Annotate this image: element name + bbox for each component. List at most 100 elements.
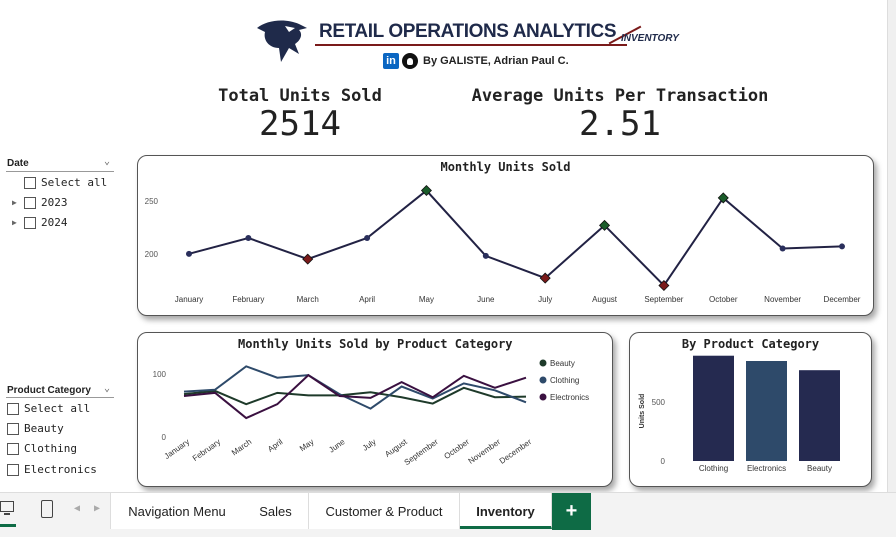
y-tick-label: 0 (661, 457, 666, 466)
date-2024-checkbox[interactable] (24, 217, 36, 229)
x-tick-label: August (592, 295, 618, 304)
date-option-2024: 2024 (41, 216, 68, 229)
data-point (364, 235, 371, 241)
github-icon[interactable] (402, 53, 418, 69)
x-tick-label: November (764, 295, 801, 304)
plus-icon: + (565, 500, 578, 522)
category-option-beauty: Beauty (24, 422, 64, 435)
date-slicer-title: Date (7, 158, 29, 169)
category-electronics-checkbox[interactable] (7, 464, 19, 476)
add-page-button[interactable]: + (552, 493, 591, 530)
x-tick-label: December (498, 437, 534, 466)
y-tick-label: 0 (162, 433, 167, 442)
series-line-electronics (183, 373, 527, 420)
date-slicer-chevron-down-icon[interactable]: ⌄ (104, 156, 111, 167)
date-2023-checkbox[interactable] (24, 197, 36, 209)
tab-scroll-right-icon[interactable]: ▶ (94, 503, 101, 514)
x-tick-label: January (163, 437, 191, 461)
x-tick-label: April (266, 437, 284, 454)
category-select-all-checkbox[interactable] (7, 403, 19, 415)
x-tick-label: July (538, 295, 552, 304)
x-tick-label: March (297, 295, 319, 304)
tab-sales[interactable]: Sales (243, 493, 309, 529)
data-point (186, 250, 192, 257)
y-tick-label: 500 (652, 398, 666, 407)
kpi-avg-units-value: 2.51 (579, 104, 661, 144)
y-tick-label: 250 (145, 197, 159, 206)
x-tick-label: March (230, 437, 253, 457)
date-option-select-all: Select all (41, 176, 108, 189)
legend-label-clothing: Clothing (550, 376, 579, 385)
monthly-units-card: Monthly Units Sold 200 250 January February… (137, 155, 874, 316)
desktop-view-active-indicator (0, 524, 16, 527)
data-point-marker (539, 272, 551, 284)
category-slicer-divider (6, 397, 114, 398)
desktop-view-icon[interactable] (0, 501, 14, 515)
bar-electronics (746, 361, 787, 461)
y-tick-label: 200 (145, 250, 159, 259)
category-bar-title: By Product Category (681, 337, 820, 351)
legend-label-beauty: Beauty (550, 359, 575, 368)
tab-navigation-menu[interactable]: Navigation Menu (110, 493, 244, 529)
date-select-all-checkbox[interactable] (24, 177, 36, 189)
x-tick-label: September (403, 437, 440, 467)
kpi-total-units-value: 2514 (259, 104, 341, 144)
tab-inventory[interactable]: Inventory (460, 493, 552, 529)
data-point-marker (302, 253, 314, 265)
category-trend-chart: 0 100 Beauty Clothing Electronics January Febr… (153, 359, 589, 467)
category-option-clothing: Clothing (24, 442, 77, 455)
monthly-units-title: Monthly Units Sold (440, 160, 571, 174)
y-axis-label: Units Sold (639, 394, 646, 429)
data-point (245, 235, 252, 241)
x-tick-label: June (477, 295, 495, 304)
category-trend-card: Monthly Units Sold by Product Category 0… (137, 332, 613, 487)
x-tick-label: February (191, 437, 222, 463)
tab-customer-product[interactable]: Customer & Product (309, 493, 460, 529)
expand-2023-icon[interactable]: ▶ (12, 198, 17, 207)
legend-marker-beauty (539, 359, 547, 367)
x-tick-label: Beauty (807, 464, 832, 473)
date-slicer-divider (6, 171, 114, 172)
category-slicer-chevron-down-icon[interactable]: ⌄ (104, 383, 111, 394)
series-line-beauty (183, 386, 527, 406)
category-clothing-checkbox[interactable] (7, 443, 19, 455)
data-point-marker (658, 279, 670, 291)
category-trend-title: Monthly Units Sold by Product Category (238, 337, 513, 351)
data-point (779, 245, 786, 252)
x-tick-label: June (327, 437, 347, 455)
x-tick-label: December (824, 295, 861, 304)
tab-scroll-left-icon[interactable]: ◀ (74, 503, 81, 514)
monthly-units-chart: 200 250 January February March April May June Ju… (145, 185, 861, 304)
x-tick-label: Electronics (747, 464, 786, 473)
date-option-2023: 2023 (41, 196, 68, 209)
y-tick-label: 100 (153, 370, 167, 379)
category-bar-card: By Product Category Units Sold 0 500 Clothi… (629, 332, 872, 487)
data-point (839, 243, 845, 250)
inventory-tag: INVENTORY (621, 33, 679, 44)
expand-2024-icon[interactable]: ▶ (12, 218, 17, 227)
mobile-view-icon[interactable] (41, 500, 53, 518)
bar-clothing (693, 355, 734, 461)
series-line (188, 189, 843, 288)
data-point-marker (599, 219, 611, 231)
x-tick-label: August (383, 437, 409, 459)
x-tick-label: September (644, 295, 683, 304)
x-tick-label: May (298, 437, 316, 453)
legend-marker-electronics (539, 393, 547, 401)
x-tick-label: October (709, 295, 738, 304)
linkedin-icon[interactable]: in (383, 53, 399, 69)
report-title: RETAIL OPERATIONS ANALYTICS (319, 21, 617, 42)
category-option-electronics: Electronics (24, 463, 97, 476)
page-tab-bar: ◀ ▶ Navigation Menu Sales Customer & Pro… (0, 492, 896, 537)
x-tick-label: January (175, 295, 203, 304)
series-line-clothing (183, 365, 527, 410)
legend-label-electronics: Electronics (550, 393, 589, 402)
vertical-scrollbar[interactable] (887, 0, 896, 492)
x-tick-label: July (361, 437, 378, 453)
x-tick-label: May (419, 295, 434, 304)
category-option-select-all: Select all (24, 402, 91, 415)
x-tick-label: November (467, 437, 503, 466)
x-tick-label: Clothing (699, 464, 728, 473)
category-beauty-checkbox[interactable] (7, 423, 19, 435)
category-slicer-title: Product Category (7, 385, 91, 396)
